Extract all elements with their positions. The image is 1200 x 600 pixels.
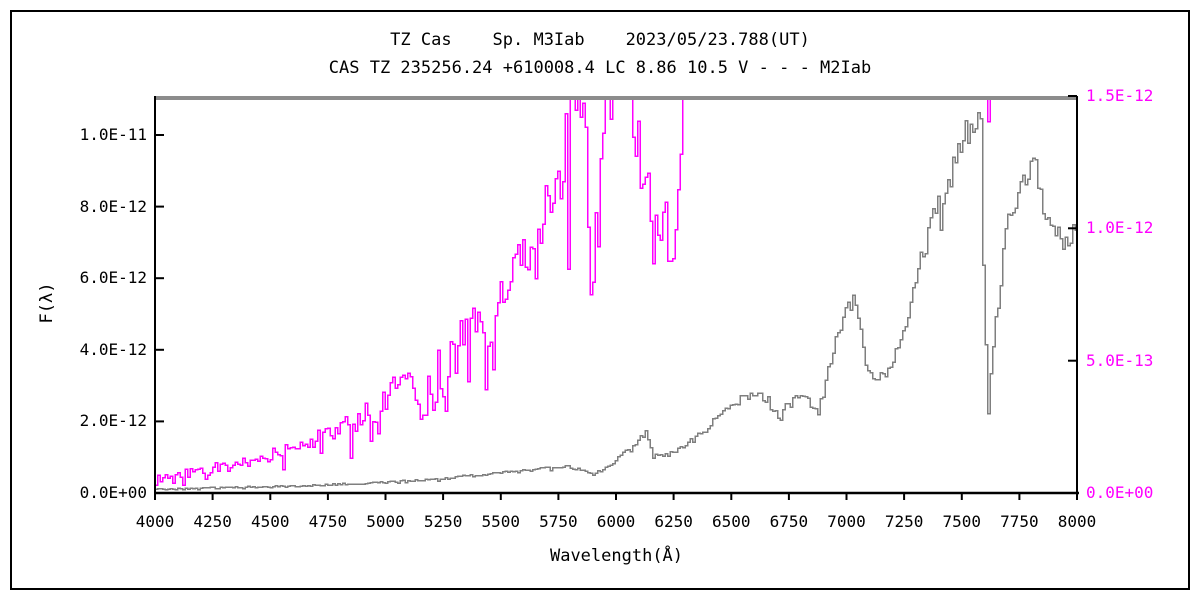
y-right-tick-label: 1.0E-12 <box>1086 218 1154 238</box>
x-tick-label: 5250 <box>423 512 463 531</box>
y-right-tick-label: 1.5E-12 <box>1086 86 1154 105</box>
chart-subtitle: CAS TZ 235256.24 +610008.4 LC 8.86 10.5 … <box>328 58 872 78</box>
y-left-tick-label: 6.0E-12 <box>79 268 147 288</box>
x-tick-label: 4000 <box>135 512 175 531</box>
x-tick-label: 8000 <box>1057 512 1097 531</box>
observed-spectrum-line <box>155 111 1076 491</box>
x-tick-label: 7000 <box>827 512 866 531</box>
y-left-tick-label: 0.0E+00 <box>79 483 147 502</box>
y-left-tick-label: 2.0E-12 <box>79 411 147 431</box>
x-tick-label: 4500 <box>250 512 290 531</box>
outer-frame <box>10 10 1190 590</box>
y-right-tick-label: 5.0E-13 <box>1086 350 1154 370</box>
x-tick-label: 5750 <box>539 512 578 531</box>
x-tick-label: 6000 <box>596 512 636 531</box>
x-tick-label: 6250 <box>654 512 693 531</box>
y-left-tick-label: 4.0E-12 <box>79 339 147 359</box>
x-tick-label: 6500 <box>711 512 751 531</box>
x-tick-label: 5000 <box>366 512 405 531</box>
x-tick-label: 7500 <box>942 512 982 531</box>
x-tick-label: 7750 <box>1000 512 1039 531</box>
x-tick-label: 5500 <box>481 512 521 531</box>
chart-title: TZ Cas Sp. M3Iab 2023/05/23.788(UT) <box>390 30 810 50</box>
y-left-tick-label: 8.0E-12 <box>79 196 147 216</box>
y-left-tick-label: 1.0E-11 <box>79 125 147 145</box>
x-tick-label: 7250 <box>884 512 924 531</box>
comparison-spectrum-line <box>155 96 991 486</box>
x-axis-title: Wavelength(Å) <box>549 546 684 566</box>
y-right-tick-label: 0.0E+00 <box>1086 483 1154 502</box>
x-tick-label: 4250 <box>193 512 232 531</box>
x-tick-label: 6750 <box>769 512 809 531</box>
x-tick-label: 4750 <box>308 512 348 531</box>
